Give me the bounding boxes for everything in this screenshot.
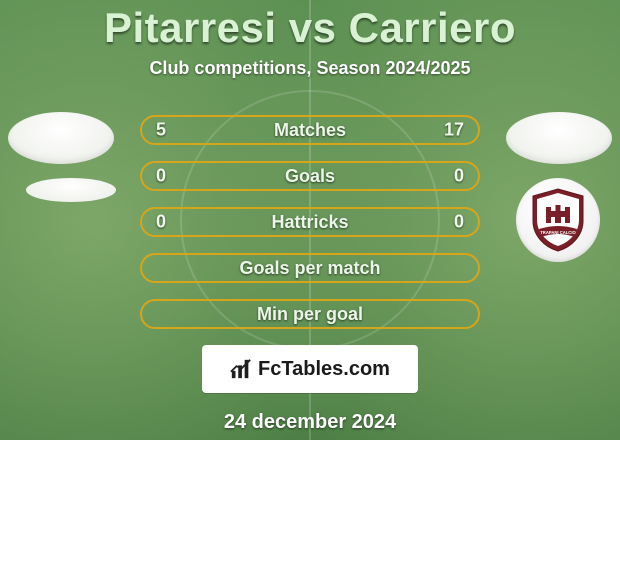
subtitle: Club competitions, Season 2024/2025 bbox=[0, 58, 620, 79]
stat-row: 0 Goals 0 bbox=[140, 161, 480, 191]
comparison-card: Pitarresi vs Carriero Club competitions,… bbox=[0, 0, 620, 440]
brand-text: FcTables.com bbox=[258, 358, 390, 381]
stat-row: Min per goal bbox=[140, 299, 480, 329]
stat-left-value: 0 bbox=[156, 166, 166, 187]
stat-row: 5 Matches 17 bbox=[140, 115, 480, 145]
stats-rows: 5 Matches 17 0 Goals 0 0 Hattricks 0 Goals per ma… bbox=[0, 115, 620, 329]
bar-chart-icon bbox=[230, 358, 252, 380]
stat-label: Goals per match bbox=[239, 258, 380, 279]
stat-left-value: 0 bbox=[156, 212, 166, 233]
stat-row: 0 Hattricks 0 bbox=[140, 207, 480, 237]
stat-right-value: 0 bbox=[454, 166, 464, 187]
brand-badge: FcTables.com bbox=[202, 345, 418, 393]
stat-label: Goals bbox=[285, 166, 335, 187]
stat-label: Hattricks bbox=[271, 212, 348, 233]
page-title: Pitarresi vs Carriero bbox=[0, 0, 620, 52]
stat-label: Min per goal bbox=[257, 304, 363, 325]
stat-row: Goals per match bbox=[140, 253, 480, 283]
stat-left-value: 5 bbox=[156, 120, 166, 141]
date-text: 24 december 2024 bbox=[0, 411, 620, 434]
stat-label: Matches bbox=[274, 120, 346, 141]
stat-right-value: 17 bbox=[444, 120, 464, 141]
stat-right-value: 0 bbox=[454, 212, 464, 233]
